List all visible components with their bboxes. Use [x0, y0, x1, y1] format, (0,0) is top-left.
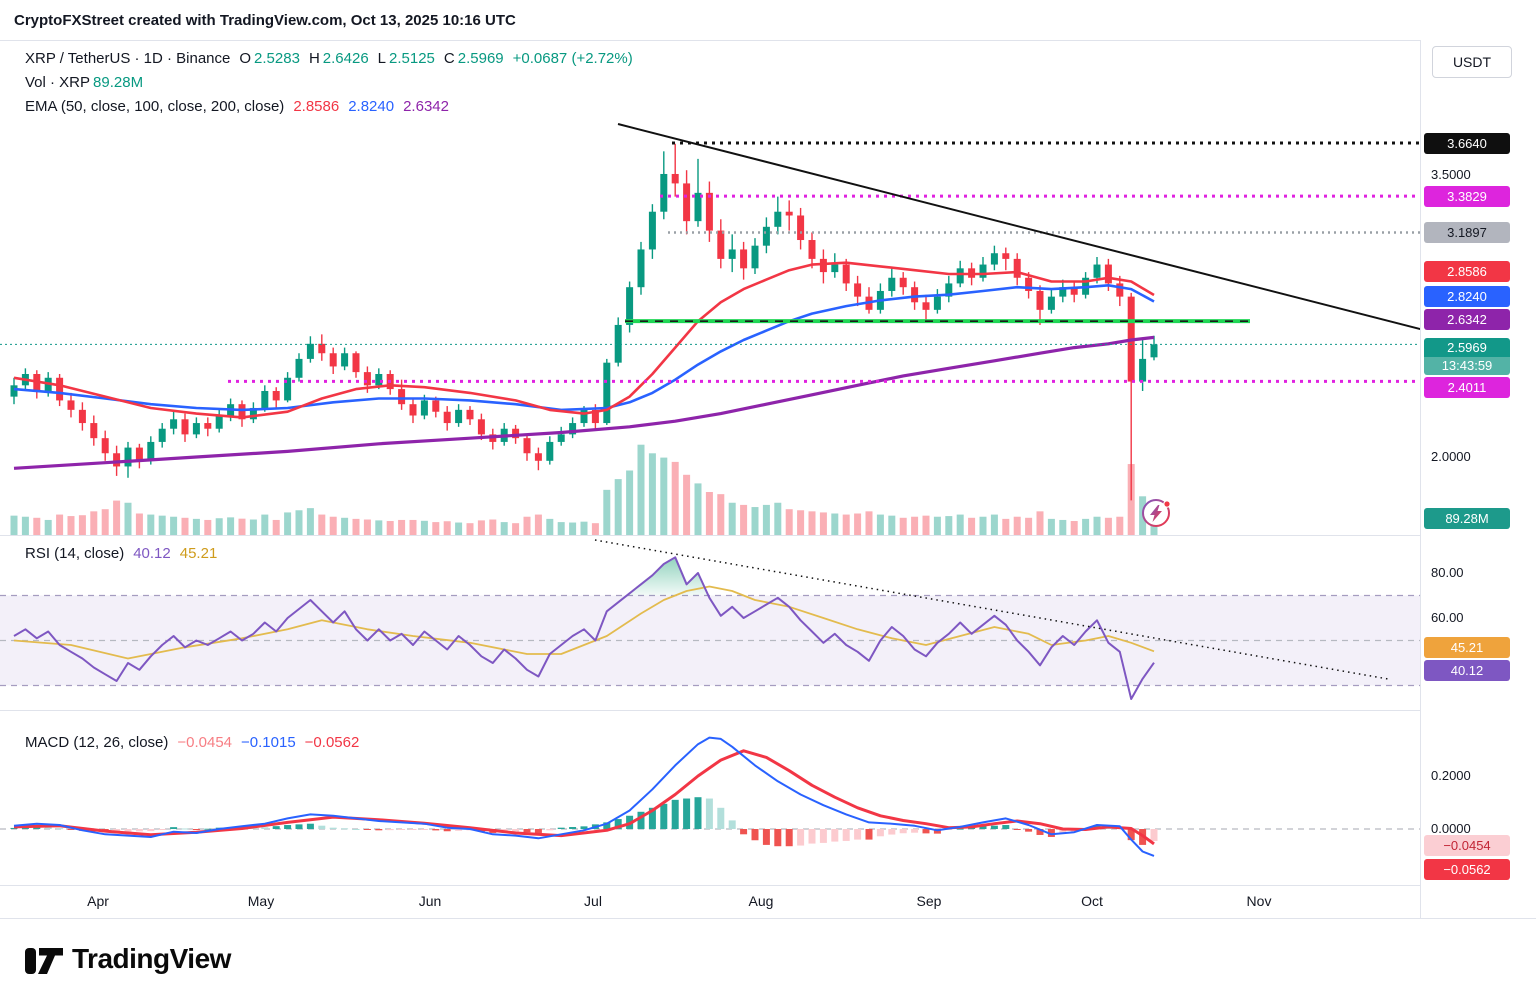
ema-legend: EMA (50, close, 100, close, 200, close) 2… [25, 98, 449, 115]
price-axis-label: 2.0000 [1431, 449, 1471, 464]
time-axis-label-aug: Aug [748, 893, 774, 909]
flash-boost-icon[interactable] [1139, 495, 1175, 536]
rsi-value: 40.12 [133, 545, 171, 562]
separator-rsi-macd[interactable] [0, 710, 1536, 711]
price-axis-label: 3.5000 [1431, 167, 1471, 182]
bar-countdown: 13:43:59 [1424, 357, 1510, 375]
macd-signal-value: −0.0562 [304, 734, 360, 751]
rsi-axis-badge: 40.12 [1424, 659, 1510, 681]
macd-label[interactable]: MACD (12, 26, close) [25, 734, 169, 751]
low-label: L [377, 50, 387, 67]
rsi-pane[interactable] [0, 535, 1420, 710]
rsi-axis-badge: 45.21 [1424, 636, 1510, 658]
rsi-legend: RSI (14, close) 40.12 45.21 [25, 545, 217, 562]
last-price-badge: 2.5969 13:43:59 [1424, 338, 1510, 375]
open-label: O [239, 50, 252, 67]
price-axis-badge: 2.8240 [1424, 285, 1510, 307]
rsi-label[interactable]: RSI (14, close) [25, 545, 125, 562]
time-axis-label-jul: Jul [584, 893, 602, 909]
macd-pane[interactable] [0, 710, 1420, 885]
volume-label[interactable]: Vol · XRP [25, 74, 91, 91]
symbol-title[interactable]: XRP / TetherUS · 1D · Binance [25, 50, 231, 67]
footer: TradingView [0, 919, 1536, 1004]
macd-axis-label: 0.0000 [1431, 821, 1471, 836]
rsi-axis-label: 80.00 [1431, 565, 1464, 580]
high-value: 2.6426 [322, 50, 369, 67]
price-axis-badge: 3.1897 [1424, 221, 1510, 243]
volume-value: 89.28M [93, 74, 144, 91]
high-label: H [308, 50, 320, 67]
price-axis-badge: 2.6342 [1424, 308, 1510, 330]
tradingview-logo-icon[interactable] [22, 939, 66, 988]
time-axis-label-oct: Oct [1081, 893, 1103, 909]
separator-bottom [0, 918, 1536, 919]
last-price-value: 2.5969 [1424, 338, 1510, 357]
time-axis-label-sep: Sep [916, 893, 942, 909]
time-axis-label-may: May [247, 893, 275, 909]
ema100-value: 2.8240 [348, 98, 395, 115]
change-value: +0.0687 (+2.72%) [512, 50, 633, 67]
separator-axis [1420, 40, 1421, 918]
open-value: 2.5283 [254, 50, 300, 67]
separator-macd-time [0, 885, 1536, 886]
macd-axis-badge: −0.0562 [1424, 858, 1510, 880]
rsi-ma-value: 45.21 [179, 545, 218, 562]
header-bar: CryptoFXStreet created with TradingView.… [14, 0, 516, 40]
macd-hist-value: −0.0454 [177, 734, 233, 751]
macd-line-value: −0.1015 [241, 734, 296, 751]
price-axis-badge: 2.4011 [1424, 376, 1510, 398]
low-value: 2.5125 [389, 50, 435, 67]
price-axis[interactable]: USDT 3.5000 2.0000 3.6640 3.3829 3.1897 2.858… [1421, 40, 1536, 918]
price-axis-badge: 3.3829 [1424, 185, 1510, 207]
currency-toggle-button[interactable]: USDT [1432, 46, 1512, 78]
time-axis-label-apr: Apr [87, 893, 109, 909]
price-legend: XRP / TetherUS · 1D · Binance O 2.5283 H 2.6… [25, 50, 633, 67]
volume-legend: Vol · XRP 89.28M [25, 74, 143, 91]
macd-axis-label: 0.2000 [1431, 768, 1471, 783]
price-axis-badge: 2.8586 [1424, 260, 1510, 282]
price-axis-badge: 3.6640 [1424, 132, 1510, 154]
ema50-value: 2.8586 [293, 98, 340, 115]
macd-axis-badge: −0.0454 [1424, 834, 1510, 856]
ema-label[interactable]: EMA (50, close, 100, close, 200, close) [25, 98, 285, 115]
ema200-value: 2.6342 [403, 98, 449, 115]
tradingview-wordmark[interactable]: TradingView [72, 943, 231, 974]
time-axis-label-jun: Jun [418, 893, 442, 909]
price-pane[interactable] [0, 40, 1420, 535]
time-axis-label-nov: Nov [1246, 893, 1272, 909]
macd-legend: MACD (12, 26, close) −0.0454 −0.1015 −0.056… [25, 734, 359, 751]
separator-top [0, 40, 1536, 41]
price-axis-badge: 89.28M [1424, 507, 1510, 529]
rsi-axis-label: 60.00 [1431, 610, 1464, 625]
close-value: 2.5969 [457, 50, 504, 67]
separator-price-rsi[interactable] [0, 535, 1536, 536]
header-title: CryptoFXStreet created with TradingView.… [14, 11, 516, 29]
close-label: C [443, 50, 455, 67]
time-axis[interactable]: Apr May Jun Jul Aug Sep Oct Nov [0, 885, 1420, 918]
